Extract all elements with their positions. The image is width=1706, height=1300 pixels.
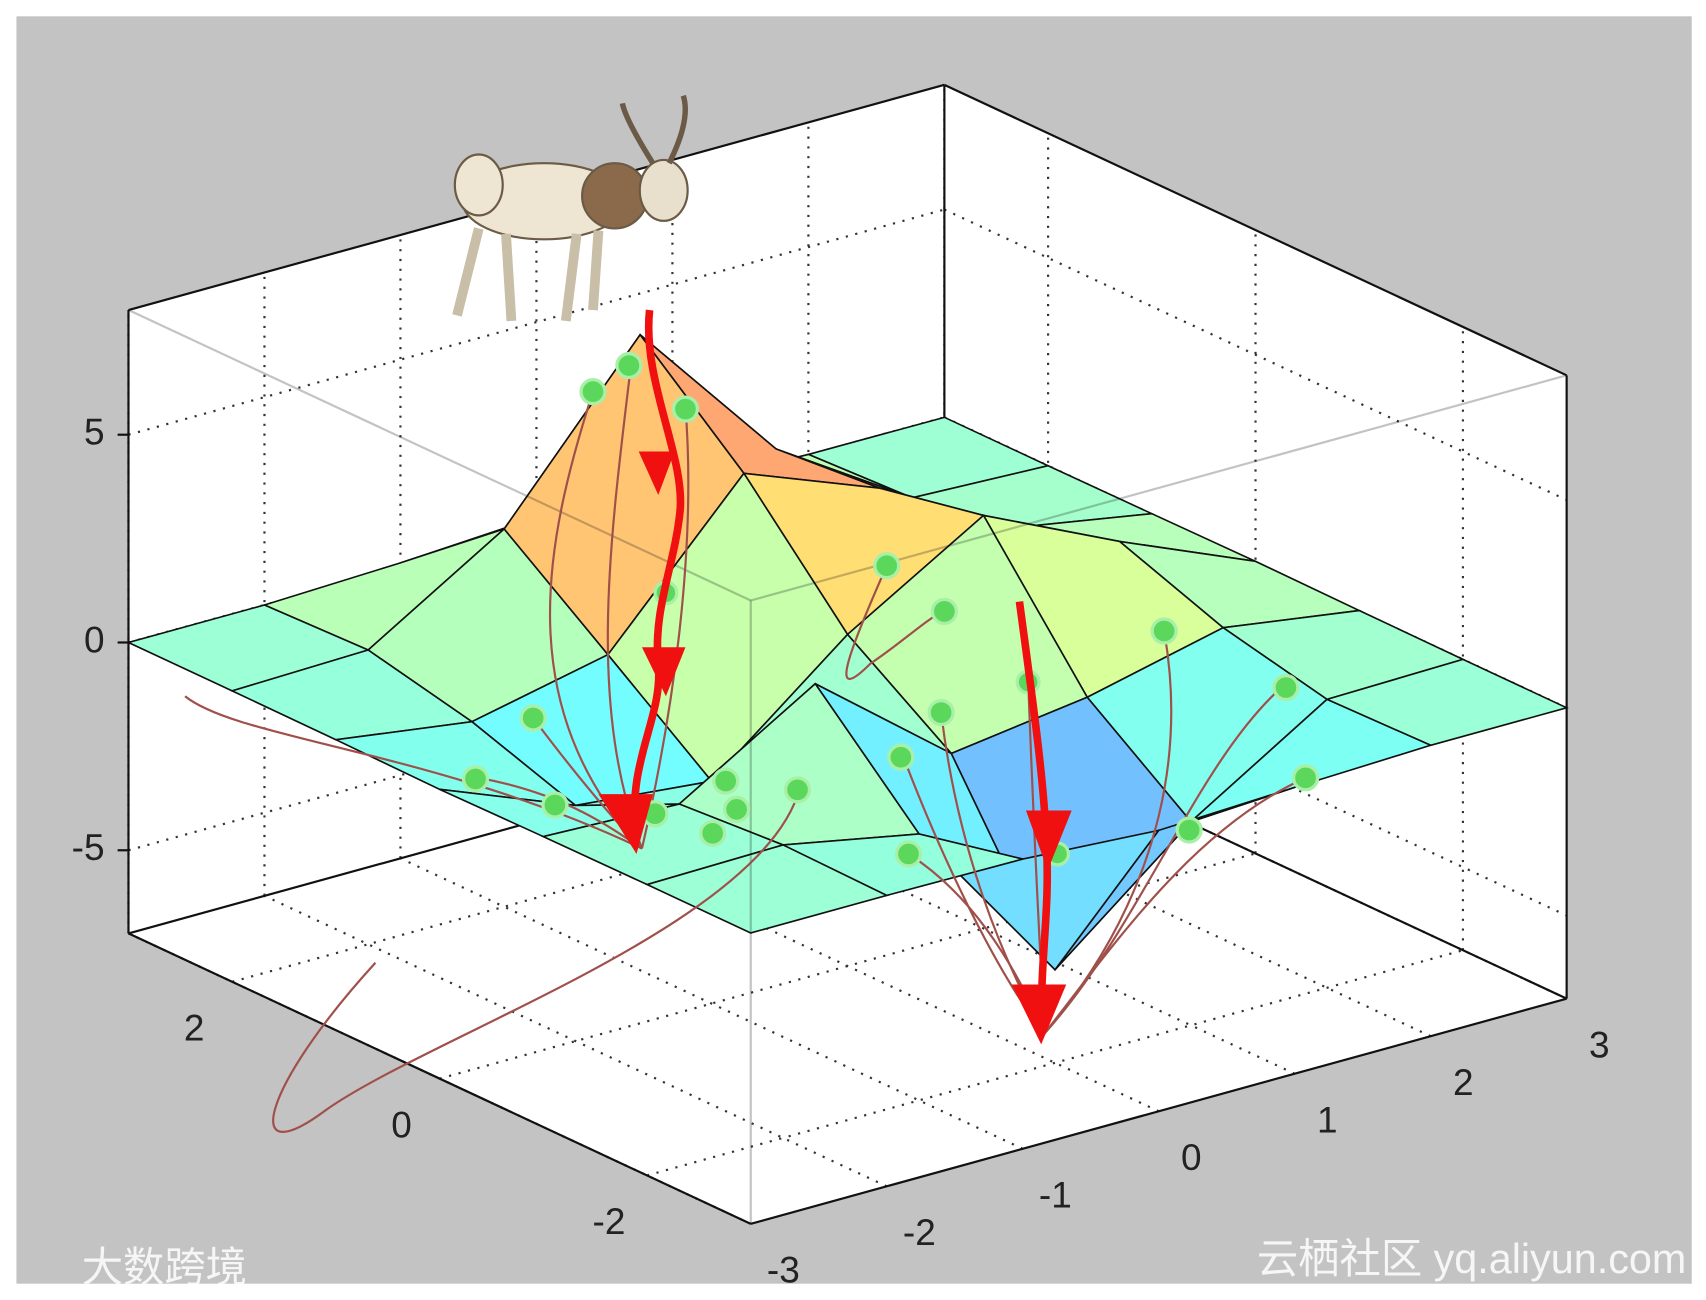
x-tick-label: 2 xyxy=(1453,1062,1474,1103)
y-tick-label: -2 xyxy=(593,1201,626,1242)
y-tick-label: 0 xyxy=(391,1104,412,1145)
watermark-left: 大数跨境 xyxy=(82,1245,247,1291)
x-tick-label: -3 xyxy=(767,1250,800,1291)
watermark-right: 云栖社区 yq.aliyun.com xyxy=(1257,1236,1686,1282)
arrow-heads xyxy=(598,451,1072,1045)
x-tick-label: -2 xyxy=(903,1212,936,1253)
grid-line xyxy=(535,819,1160,1113)
y-tick-label: 2 xyxy=(184,1008,205,1049)
decorations xyxy=(184,94,1320,1133)
grid-line xyxy=(399,857,1024,1150)
z-tick-label: 0 xyxy=(84,619,105,660)
z-tick-label: 5 xyxy=(84,411,105,452)
grid-line xyxy=(128,208,945,436)
box-edge xyxy=(750,997,1567,1225)
x-tick-label: 1 xyxy=(1317,1099,1338,1140)
grid-line xyxy=(646,949,1464,1177)
box-edge xyxy=(128,932,752,1225)
surface-patch xyxy=(644,844,890,934)
x-tick-label: 0 xyxy=(1181,1137,1202,1178)
grid-line xyxy=(943,208,1568,501)
x-tick-label: 3 xyxy=(1589,1024,1610,1065)
axes: -5 0 5 -2 0 2 -3 -2 -1 0 1 2 3 xyxy=(72,83,1610,1291)
z-tick-label: -5 xyxy=(72,827,105,868)
box-edge xyxy=(943,83,1568,377)
box-edge xyxy=(128,309,752,602)
grid-line xyxy=(264,894,888,1188)
goat-illustration xyxy=(452,94,689,322)
grid-line xyxy=(671,782,1296,1075)
x-tick-label: -1 xyxy=(1039,1175,1072,1216)
